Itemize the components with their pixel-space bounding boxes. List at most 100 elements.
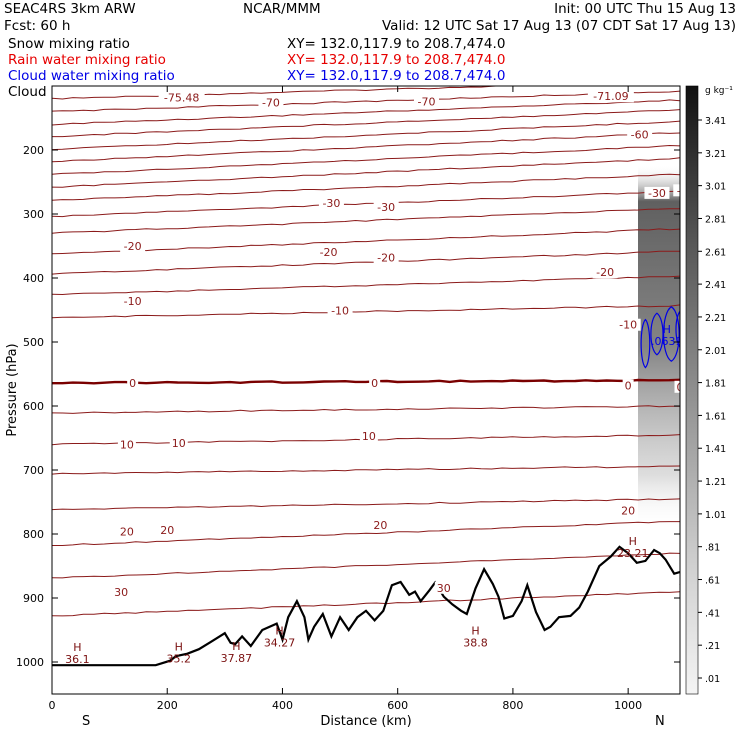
contour-label: -20 — [124, 240, 142, 253]
temperature-contour — [52, 120, 680, 151]
temperature-contour — [52, 208, 680, 234]
colorbar-tick-label: .61 — [705, 576, 720, 587]
contour-label-bg — [373, 251, 399, 264]
x-tick-label: 600 — [387, 699, 408, 712]
contour-label-bg — [169, 437, 188, 450]
high-marker: H — [175, 640, 183, 653]
temperature-contour — [52, 144, 680, 175]
temperature-contour — [52, 190, 680, 218]
y-tick-label: 1000 — [16, 656, 44, 669]
colorbar-tick-label: 2.01 — [705, 346, 726, 357]
contour-label: -70 — [262, 97, 280, 110]
high-marker: H — [697, 159, 705, 172]
y-tick-label: 600 — [23, 400, 44, 413]
contour-label: -10 — [124, 295, 142, 308]
legend-name: Cloud water mixing ratio — [8, 68, 175, 84]
contour-label-bg — [619, 504, 638, 517]
contour-label: 30 — [114, 586, 128, 599]
temperature-contour — [52, 99, 680, 126]
colorbar-tick-label: 1.01 — [705, 510, 726, 521]
high-value: 21.07 — [679, 575, 711, 588]
contour-label: 20 — [160, 524, 174, 537]
colorbar-unit: g kg⁻¹ — [705, 86, 733, 96]
terrain-profile — [52, 545, 680, 667]
cloud-water-contour — [650, 312, 664, 356]
temperature-contour — [52, 405, 680, 414]
temperature-contour — [52, 86, 526, 100]
x-tick-label: 1000 — [614, 699, 642, 712]
high-value: 35.2 — [167, 652, 192, 665]
temperature-contour — [52, 228, 680, 255]
contour-label-bg — [592, 266, 618, 279]
colorbar-tick-label: .81 — [705, 543, 720, 554]
temperature-contour — [52, 132, 680, 163]
high-value: 23.21 — [617, 547, 649, 560]
center-title: NCAR/MMM — [243, 1, 321, 17]
colorbar-ticks: 3.41 3.21 3.01 2.81 2.61 2.41 2.21 2.01 1.81 1.61… — [698, 116, 726, 685]
contour-label: 10 — [172, 437, 186, 450]
y-tick-label: 200 — [23, 144, 44, 157]
high-marker: H — [275, 624, 283, 637]
contour-label-bg — [587, 90, 634, 103]
y-tick-label: 300 — [23, 208, 44, 221]
contour-label: 20 — [621, 504, 635, 517]
cloud-water-contour — [640, 318, 651, 369]
high-marker: H — [232, 640, 240, 653]
colorbar-tick-label: 2.41 — [705, 280, 726, 291]
colorbar-tick-label: 1.41 — [705, 444, 726, 455]
contour-label-bg — [318, 197, 344, 210]
x-tick-label: 800 — [502, 699, 523, 712]
legend-name: Rain water mixing ratio — [8, 52, 166, 68]
high-marker: H — [471, 624, 479, 637]
contour-label: -30 — [648, 187, 666, 200]
contour-label: -30 — [677, 184, 695, 197]
legend-name: Snow mixing ratio — [8, 36, 130, 52]
colorbar-tick-label: 1.21 — [705, 477, 726, 488]
forecast-hour: Fcst: 60 h — [4, 18, 70, 34]
colorbar-tick-label: 2.21 — [705, 313, 726, 324]
contour-label: 20 — [373, 519, 387, 532]
contour-label: 0 — [371, 377, 378, 390]
contour-label-bg — [644, 186, 670, 199]
high-value: 36.1 — [65, 653, 90, 666]
cloud-water-contour — [675, 310, 680, 348]
contour-label: -75.48 — [164, 92, 199, 105]
colorbar-tick-label: 3.01 — [705, 182, 726, 193]
contour-label: -10 — [619, 319, 637, 332]
temperature-contour — [52, 591, 680, 617]
contour-label: -20 — [377, 252, 395, 265]
high-marker: H — [629, 535, 637, 548]
high-value: 38.8 — [463, 636, 488, 649]
contour-label-bg — [117, 438, 136, 451]
temperature-contours — [52, 86, 680, 617]
south-label: S — [82, 714, 90, 729]
contour-label: 0 — [625, 380, 632, 393]
contour-label-bg — [117, 525, 136, 538]
contour-label-bg — [615, 318, 641, 331]
colorbar-tick-label: 3.41 — [705, 116, 726, 127]
contour-label: 20 — [120, 525, 134, 538]
x-axis-label: Distance (km) — [320, 714, 411, 729]
plot-frame — [51, 85, 681, 695]
model-title: SEAC4RS 3km ARW — [4, 1, 136, 17]
contour-label: -10 — [331, 305, 349, 318]
y-tick-label: 900 — [23, 592, 44, 605]
y-axis-label: Pressure (hPa) — [5, 343, 20, 436]
temperature-contour — [52, 521, 680, 546]
contour-label-bg — [622, 379, 634, 392]
colorbar-tick-label: .01 — [705, 674, 720, 685]
temperature-contour — [52, 90, 680, 112]
contour-label: 0 — [677, 381, 684, 394]
temperature-contour — [52, 378, 680, 385]
colorbar-tick-label: 2.61 — [705, 247, 726, 258]
y-tick-label: 500 — [23, 336, 44, 349]
cloud-water-contour — [663, 306, 680, 362]
cloud-water-value: .4192 — [719, 359, 740, 372]
contour-label-bg — [120, 240, 146, 252]
contour-label: -30 — [322, 197, 340, 210]
legend-xy: XY= 132.0,117.9 to 208.7,474.0 — [287, 52, 505, 68]
legend-xy: XY= 132.0,117.9 to 208.7,474.0 — [287, 68, 505, 84]
contour-label-bg — [120, 295, 146, 308]
